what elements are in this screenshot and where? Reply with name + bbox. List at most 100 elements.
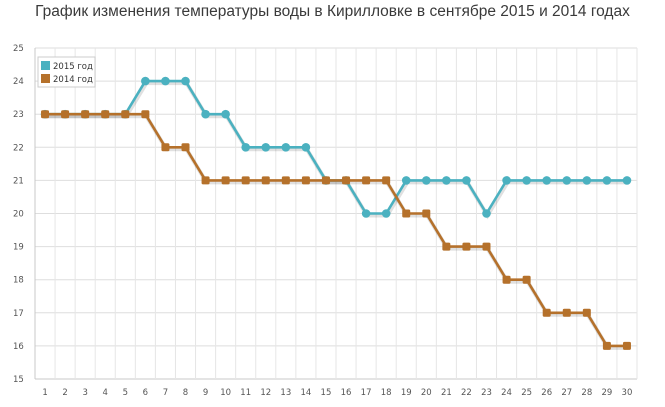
x-tick-label-7: 7 xyxy=(163,388,168,398)
x-tick-label-23: 23 xyxy=(481,388,492,398)
x-tick-label-28: 28 xyxy=(581,388,592,398)
y-tick-label-19: 19 xyxy=(13,243,24,253)
y-tick-label-25: 25 xyxy=(13,44,24,54)
point-0-30 xyxy=(622,176,632,185)
point-1-8 xyxy=(181,143,190,152)
point-1-21 xyxy=(442,242,451,251)
point-0-13 xyxy=(281,143,291,152)
point-1-24 xyxy=(502,275,511,284)
point-1-13 xyxy=(281,176,290,185)
y-axis-ticks: 15 16 17 18 19 20 21 22 23 24 25 xyxy=(13,44,24,385)
point-0-12 xyxy=(261,143,271,152)
point-1-6 xyxy=(141,110,150,119)
x-tick-label-6: 6 xyxy=(143,388,148,398)
point-0-28 xyxy=(582,176,592,185)
x-tick-label-8: 8 xyxy=(183,388,188,398)
point-1-25 xyxy=(522,275,531,284)
x-tick-label-19: 19 xyxy=(401,388,412,398)
point-0-23 xyxy=(482,209,491,218)
point-1-18 xyxy=(382,176,391,185)
x-tick-label-17: 17 xyxy=(361,388,372,398)
series-layer xyxy=(40,76,632,350)
point-0-9 xyxy=(201,109,210,119)
y-tick-label-20: 20 xyxy=(13,210,24,220)
point-1-9 xyxy=(201,176,210,185)
x-tick-label-20: 20 xyxy=(421,388,432,398)
point-0-25 xyxy=(522,176,531,185)
x-tick-label-21: 21 xyxy=(441,388,452,398)
point-0-19 xyxy=(401,176,411,185)
point-1-12 xyxy=(261,176,270,185)
point-1-11 xyxy=(241,176,250,185)
x-tick-label-3: 3 xyxy=(82,388,87,398)
x-tick-label-14: 14 xyxy=(300,388,311,398)
legend-label-0: 2015 год xyxy=(53,62,93,72)
y-tick-label-15: 15 xyxy=(13,375,24,385)
point-1-16 xyxy=(342,176,351,185)
y-tick-label-17: 17 xyxy=(13,309,24,319)
series-shadow-0 xyxy=(46,81,628,220)
y-tick-label-24: 24 xyxy=(13,77,24,87)
point-1-14 xyxy=(301,176,310,185)
x-tick-label-15: 15 xyxy=(321,388,332,398)
x-tick-label-9: 9 xyxy=(203,388,208,398)
legend-swatch-0 xyxy=(41,61,50,70)
x-tick-label-24: 24 xyxy=(501,388,512,398)
point-1-22 xyxy=(462,242,471,251)
point-0-6 xyxy=(141,76,150,86)
point-1-7 xyxy=(161,143,170,152)
x-tick-label-27: 27 xyxy=(561,388,572,398)
point-1-29 xyxy=(602,341,611,350)
x-tick-label-1: 1 xyxy=(42,388,47,398)
x-tick-label-26: 26 xyxy=(541,388,552,398)
point-1-19 xyxy=(402,209,411,218)
x-tick-label-13: 13 xyxy=(280,388,291,398)
point-1-1 xyxy=(41,110,50,119)
x-axis-ticks: 1 2 3 4 5 6 7 8 9 10 11 12 13 14 15 16 17 18 19 20 21 22 23 24 2… xyxy=(42,388,632,398)
grid-lines xyxy=(34,47,638,380)
point-1-23 xyxy=(482,242,491,251)
point-1-27 xyxy=(562,308,571,317)
point-1-3 xyxy=(81,110,90,119)
point-0-22 xyxy=(462,176,471,185)
point-0-7 xyxy=(161,76,170,86)
y-tick-label-21: 21 xyxy=(13,176,24,186)
y-tick-label-22: 22 xyxy=(13,143,24,153)
x-tick-label-2: 2 xyxy=(62,388,67,398)
x-tick-label-4: 4 xyxy=(103,388,108,398)
legend-swatch-1 xyxy=(41,74,50,83)
x-tick-label-12: 12 xyxy=(260,388,271,398)
point-0-29 xyxy=(602,176,612,185)
point-0-8 xyxy=(181,76,190,86)
point-0-11 xyxy=(241,143,250,152)
point-1-26 xyxy=(542,308,551,317)
point-1-17 xyxy=(362,176,371,185)
point-1-4 xyxy=(101,110,110,119)
y-tick-label-18: 18 xyxy=(13,276,24,286)
point-0-17 xyxy=(361,209,371,218)
x-tick-label-29: 29 xyxy=(601,388,612,398)
point-0-14 xyxy=(301,143,311,152)
legend: 2015 год 2014 год xyxy=(37,56,96,88)
x-tick-label-10: 10 xyxy=(220,388,231,398)
point-1-15 xyxy=(321,176,330,185)
legend-label-1: 2014 год xyxy=(53,75,93,85)
chart-title: График изменения температуры воды в Кири… xyxy=(35,3,630,20)
point-0-18 xyxy=(381,209,391,218)
point-0-27 xyxy=(562,176,572,185)
point-0-10 xyxy=(221,109,230,119)
point-1-10 xyxy=(221,176,230,185)
x-tick-label-30: 30 xyxy=(622,388,633,398)
x-tick-label-5: 5 xyxy=(123,388,128,398)
series-1 xyxy=(41,110,631,350)
point-1-30 xyxy=(622,341,631,350)
point-0-20 xyxy=(422,176,431,185)
x-tick-label-22: 22 xyxy=(461,388,472,398)
point-1-20 xyxy=(422,209,431,218)
point-1-28 xyxy=(582,308,591,317)
point-0-24 xyxy=(502,176,511,185)
point-0-26 xyxy=(542,176,551,185)
y-tick-label-16: 16 xyxy=(13,342,24,352)
x-tick-label-16: 16 xyxy=(341,388,352,398)
